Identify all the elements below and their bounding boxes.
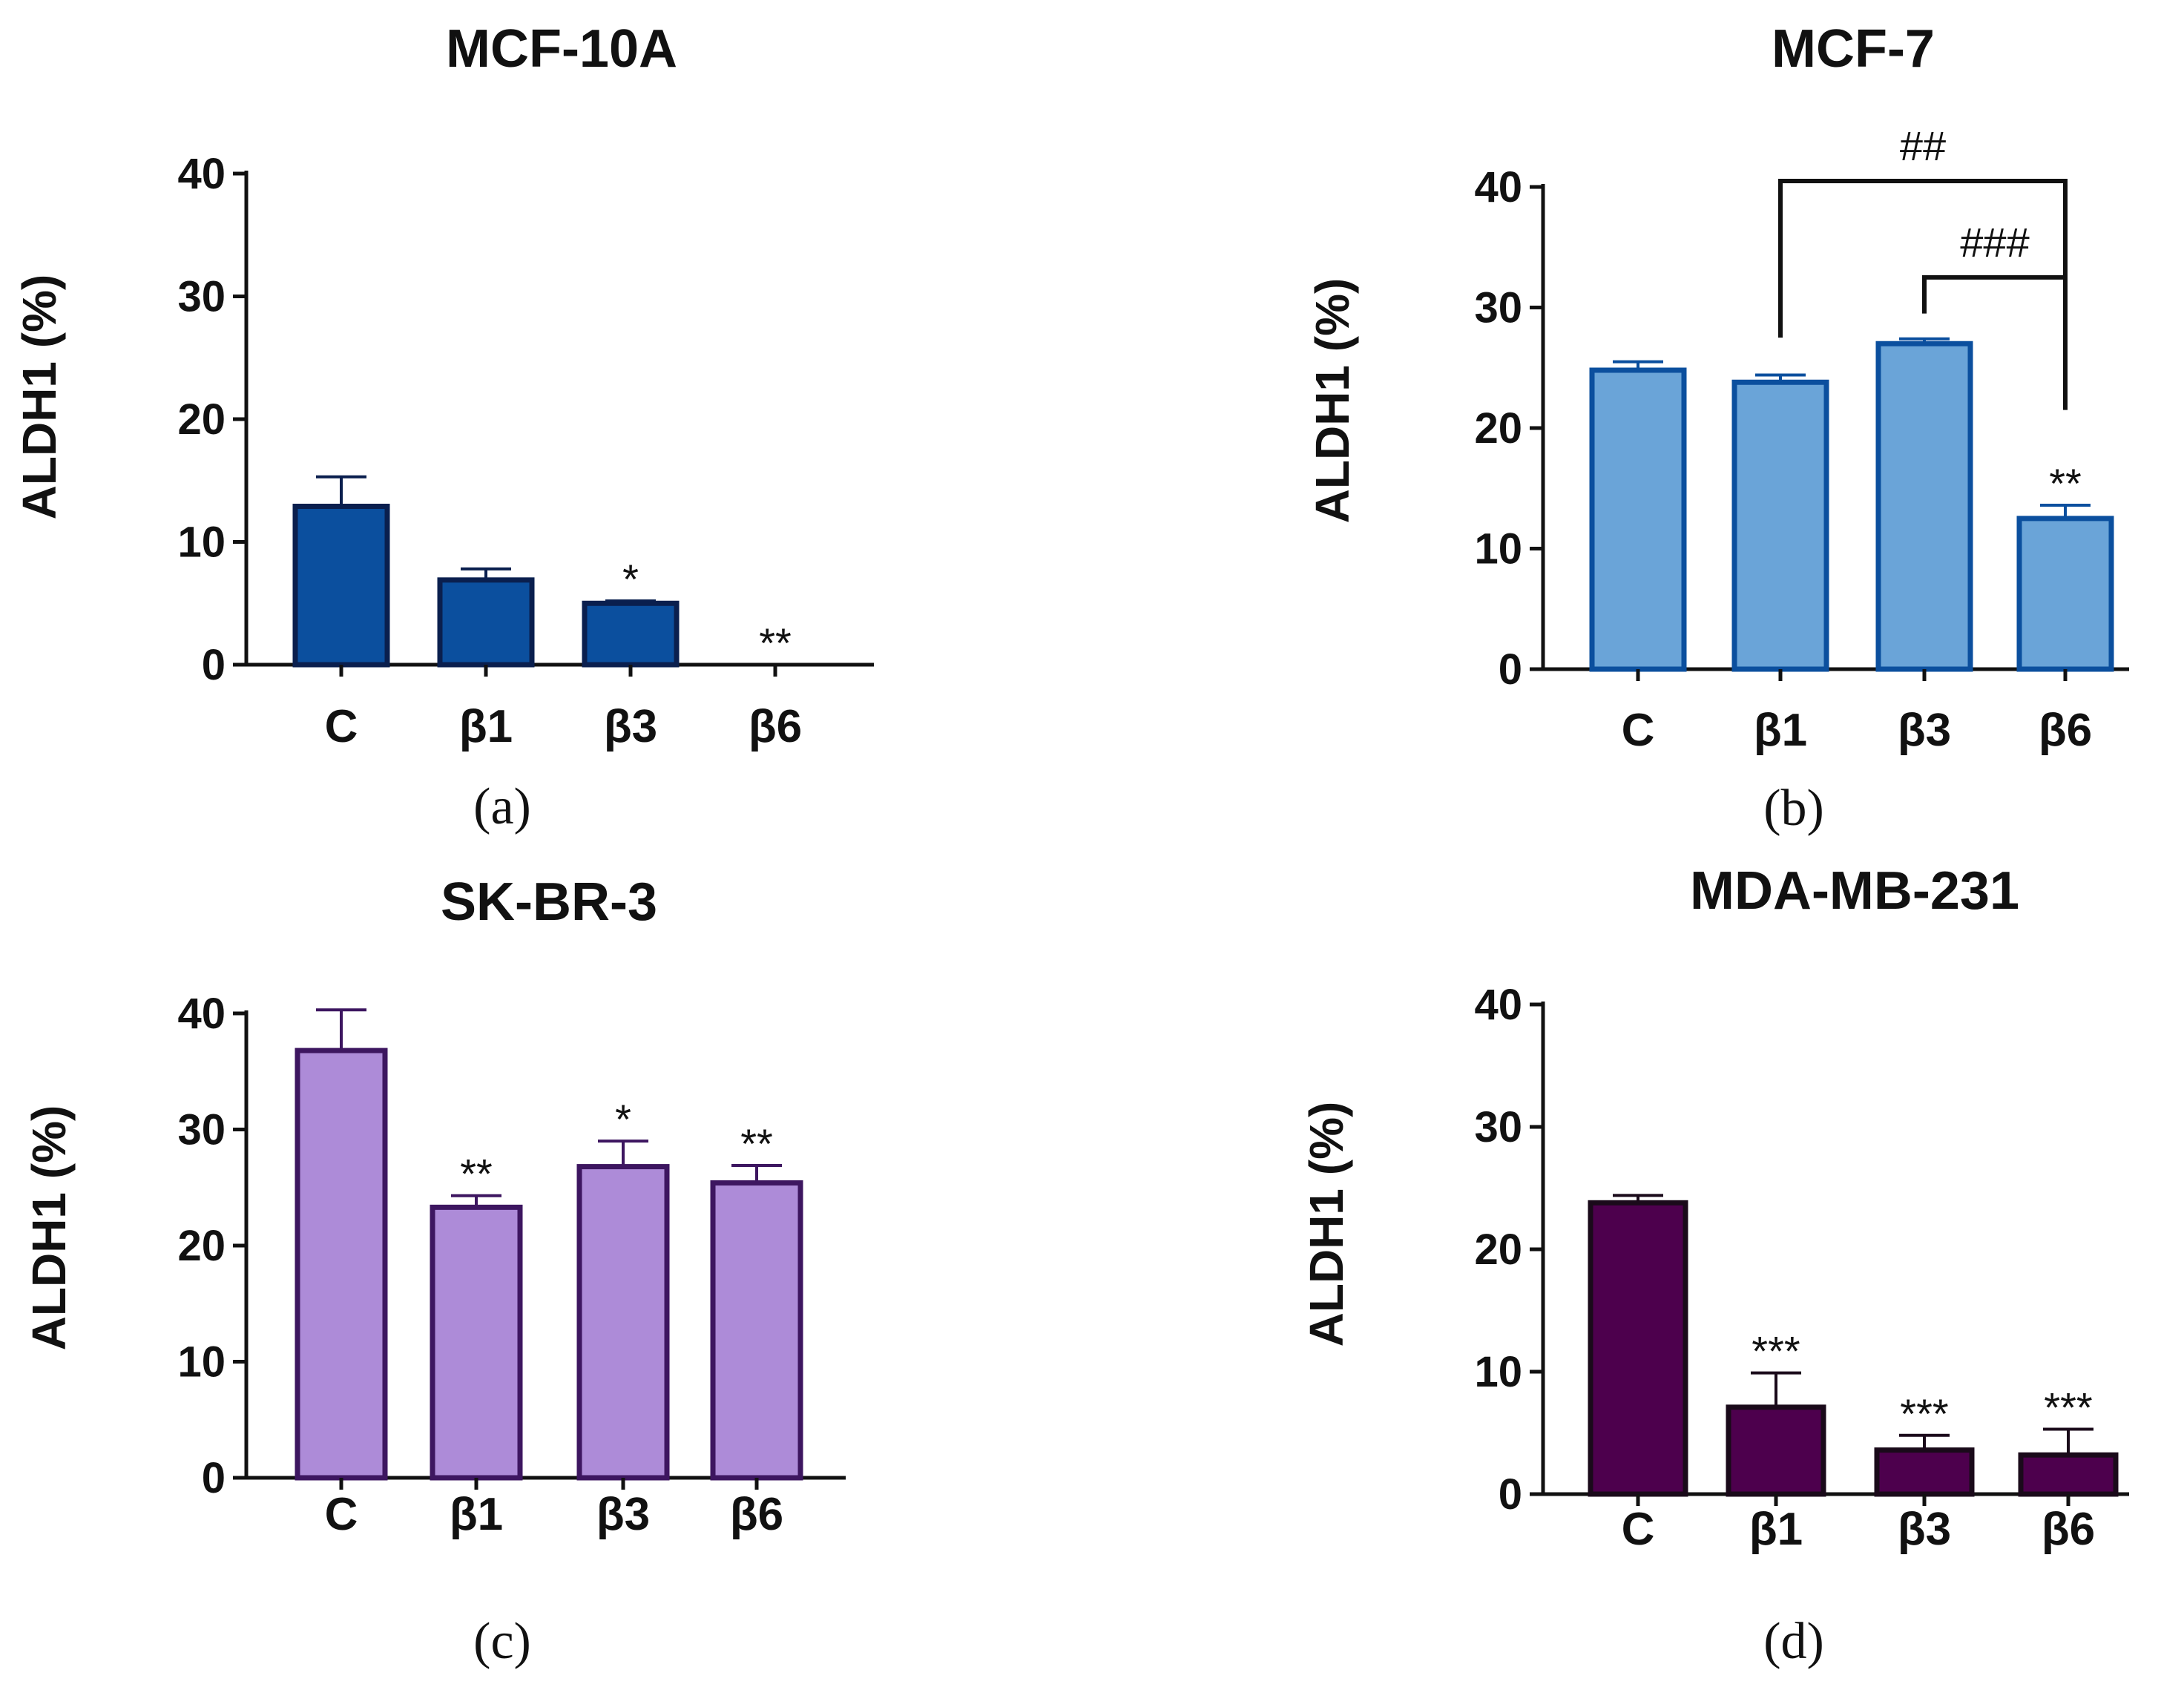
y-tick-label: 30 bbox=[177, 1106, 226, 1154]
bar-1 bbox=[1726, 1404, 1826, 1497]
bar-2 bbox=[576, 1164, 670, 1481]
y-tick-label: 20 bbox=[177, 1222, 226, 1270]
y-tick-label: 20 bbox=[1474, 404, 1522, 453]
x-tick-label: β6 bbox=[749, 701, 802, 752]
panel-label: (c) bbox=[473, 1613, 531, 1670]
chart-title: MDA-MB-231 bbox=[1690, 861, 2019, 921]
x-tick-label: β1 bbox=[1749, 1504, 1803, 1555]
significance-mark: ** bbox=[460, 1151, 493, 1197]
chart-panel-3: SK-BR-3 ALDH1 (%) 0 10 20 30 40 C β1 ** β3 * β6 ** (c) bbox=[22, 872, 846, 1670]
significance-mark: *** bbox=[2044, 1384, 2092, 1431]
significance-mark: ** bbox=[740, 1120, 773, 1167]
y-axis-label: ALDH1 (%) bbox=[22, 1105, 76, 1351]
x-tick-label: β1 bbox=[459, 701, 513, 752]
x-tick-label: β1 bbox=[1754, 705, 1807, 756]
comparison-bracket bbox=[1778, 179, 2068, 338]
y-tick-label: 20 bbox=[177, 395, 226, 444]
chart-panel-1: MCF-10A ALDH1 (%) 0 10 20 30 40 C β1 β3 * β6 ** (a) bbox=[13, 19, 874, 835]
x-tick-label: β3 bbox=[1898, 1504, 1951, 1555]
y-tick-label: 40 bbox=[1474, 163, 1522, 211]
bar-3 bbox=[2018, 1452, 2119, 1497]
bar-0 bbox=[1589, 367, 1687, 672]
significance-mark: * bbox=[615, 1096, 631, 1142]
bracket-label: ## bbox=[1900, 122, 1946, 169]
y-tick-label: 30 bbox=[177, 273, 226, 321]
y-tick-label: 0 bbox=[1499, 1470, 1522, 1519]
panel-label: (a) bbox=[473, 778, 531, 835]
bar-0 bbox=[292, 504, 390, 668]
x-tick-label: C bbox=[325, 1489, 358, 1540]
x-tick-label: C bbox=[1622, 1504, 1655, 1555]
y-tick-label: 40 bbox=[177, 990, 226, 1038]
significance-mark: * bbox=[622, 556, 639, 602]
x-tick-label: β6 bbox=[2042, 1504, 2095, 1555]
x-tick-label: β3 bbox=[596, 1489, 650, 1540]
y-tick-label: 10 bbox=[1474, 1348, 1522, 1396]
y-axis-label: ALDH1 (%) bbox=[13, 274, 66, 520]
bar-1 bbox=[437, 577, 535, 668]
y-tick-label: 10 bbox=[1474, 525, 1522, 573]
bar-0 bbox=[1588, 1200, 1688, 1497]
bar-1 bbox=[430, 1204, 523, 1481]
bar-1 bbox=[1731, 379, 1829, 672]
y-tick-label: 0 bbox=[202, 1454, 226, 1502]
y-tick-label: 10 bbox=[177, 1338, 226, 1387]
chart-title: MCF-10A bbox=[446, 19, 677, 79]
chart-title: MCF-7 bbox=[1772, 19, 1935, 79]
significance-mark: ** bbox=[2049, 460, 2082, 507]
y-tick-label: 0 bbox=[202, 641, 226, 689]
y-tick-label: 0 bbox=[1499, 645, 1522, 694]
comparison-bracket bbox=[1922, 274, 2068, 410]
bar-2 bbox=[1874, 1447, 1975, 1497]
significance-mark: *** bbox=[1752, 1328, 1800, 1375]
y-axis-label: ALDH1 (%) bbox=[1300, 1102, 1353, 1347]
x-tick-label: β6 bbox=[730, 1489, 783, 1540]
chart-title: SK-BR-3 bbox=[441, 872, 657, 932]
bar-2 bbox=[582, 600, 680, 668]
x-tick-label: C bbox=[325, 701, 358, 752]
bar-2 bbox=[1875, 341, 1973, 672]
y-tick-label: 10 bbox=[177, 519, 226, 567]
chart-panel-4: MDA-MB-231 ALDH1 (%) 0 10 20 30 40 C β1 *** β3 *** β… bbox=[1300, 861, 2129, 1670]
panel-label: (d) bbox=[1763, 1613, 1824, 1670]
y-axis-label: ALDH1 (%) bbox=[1306, 278, 1359, 524]
y-tick-label: 40 bbox=[1474, 981, 1522, 1029]
x-tick-label: β3 bbox=[1898, 705, 1951, 756]
y-tick-label: 30 bbox=[1474, 284, 1522, 332]
significance-mark: *** bbox=[1900, 1390, 1948, 1437]
bar-3 bbox=[710, 1180, 803, 1481]
y-tick-label: 20 bbox=[1474, 1226, 1522, 1274]
significance-mark: ** bbox=[759, 619, 792, 666]
y-tick-label: 40 bbox=[177, 150, 226, 198]
bar-0 bbox=[295, 1048, 388, 1481]
x-tick-label: β3 bbox=[604, 701, 657, 752]
y-tick-label: 30 bbox=[1474, 1103, 1522, 1151]
bracket-label: ### bbox=[1960, 219, 2029, 266]
x-tick-label: β6 bbox=[2039, 705, 2092, 756]
x-tick-label: C bbox=[1622, 705, 1655, 756]
panel-label: (b) bbox=[1763, 780, 1824, 837]
bar-3 bbox=[2016, 516, 2114, 672]
x-tick-label: β1 bbox=[450, 1489, 503, 1540]
